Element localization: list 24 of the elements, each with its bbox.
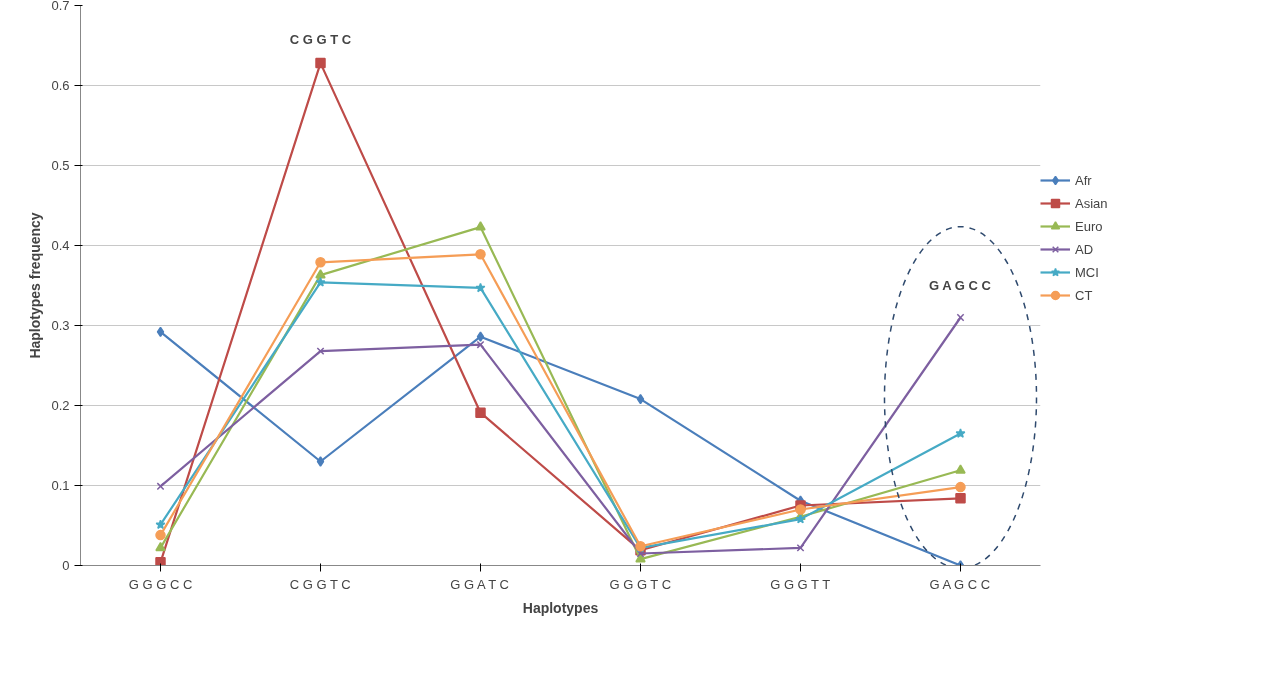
x-tick-label: G G A T C [450, 576, 509, 592]
annotation: G A G C C [929, 278, 992, 293]
legend-label: Asian [1075, 195, 1108, 211]
x-tick-label: G G G T C [609, 576, 672, 592]
legend-label: Euro [1075, 218, 1103, 234]
legend-label: MCI [1075, 264, 1099, 280]
x-axis-title: Haplotypes [522, 599, 599, 616]
legend-label: AD [1075, 241, 1095, 257]
y-tick-label: 0 [62, 558, 70, 573]
y-tick-label: 0.5 [51, 158, 70, 173]
y-tick-label: 0.3 [51, 318, 70, 333]
x-tick-label: C G G T C [289, 576, 351, 592]
legend-label: CT [1075, 287, 1094, 303]
y-tick-label: 0.6 [51, 78, 70, 93]
y-tick-label: 0.1 [51, 478, 70, 493]
annotation: C G G T C [289, 32, 352, 48]
x-tick-label: G A G C C [929, 576, 991, 592]
x-tick-label: G G G C C [128, 576, 193, 592]
x-tick-label: G G G T T [770, 576, 831, 592]
legend-label: Afr [1075, 172, 1093, 188]
y-tick-label: 0.4 [51, 238, 70, 253]
y-tick-label: 0.7 [51, 0, 70, 13]
y-tick-label: 0.2 [51, 398, 70, 413]
y-axis-title: Haplotypes frequency [27, 212, 44, 359]
